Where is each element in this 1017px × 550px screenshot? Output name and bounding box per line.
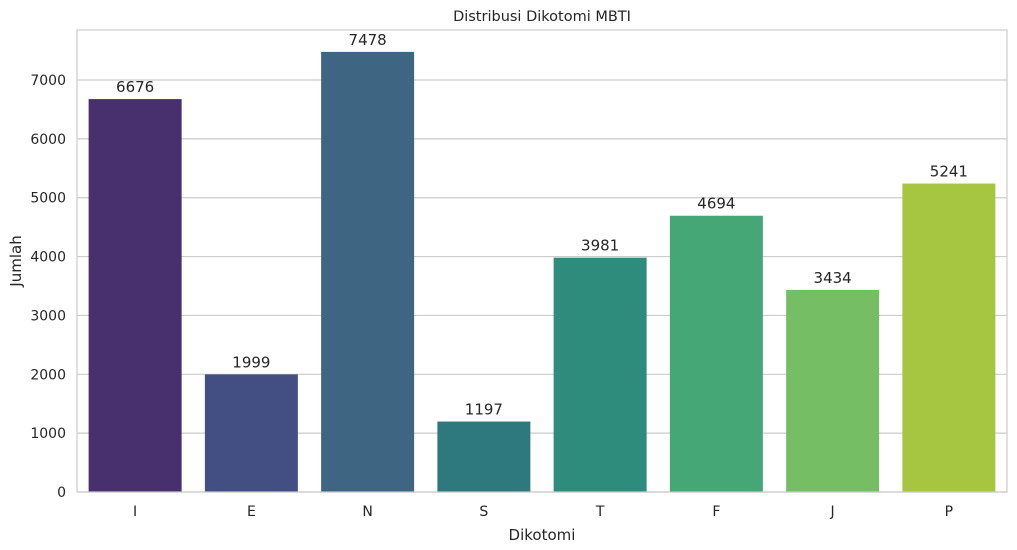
y-tick-labels: 0 1000 2000 3000 4000 5000 6000 7000: [30, 73, 66, 501]
bar-I: [88, 99, 182, 493]
y-axis-label: Jumlah: [7, 235, 25, 287]
x-axis-label: Dikotomi: [509, 526, 576, 544]
y-tick-label: 1000: [30, 426, 66, 442]
x-tick-label: P: [945, 504, 953, 520]
data-label: 4694: [697, 195, 735, 213]
x-tick-label: F: [712, 504, 720, 520]
y-tick-label: 5000: [30, 191, 66, 207]
data-label: 1999: [232, 353, 270, 371]
x-tick-label: S: [479, 504, 488, 520]
data-label: 3434: [814, 269, 852, 287]
y-tick-label: 0: [57, 485, 66, 501]
x-tick-label: J: [830, 504, 835, 520]
bar-J: [786, 289, 880, 492]
x-tick-label: E: [247, 504, 256, 520]
bar-F: [669, 215, 763, 493]
x-tick-label: T: [595, 504, 605, 520]
data-label: 5241: [930, 163, 968, 181]
y-tick-label: 2000: [30, 367, 66, 383]
data-labels: 6676 1999 7478 1197 3981 4694 3434 5241: [116, 31, 968, 419]
bars: [88, 51, 996, 493]
data-label: 3981: [581, 237, 619, 255]
bar-P: [902, 183, 996, 493]
bar-T: [553, 257, 647, 492]
y-tick-label: 7000: [30, 73, 66, 89]
y-tick-label: 6000: [30, 132, 66, 148]
y-tick-label: 3000: [30, 308, 66, 324]
x-tick-label: N: [362, 504, 372, 520]
chart-title: Distribusi Dikotomi MBTI: [453, 9, 631, 25]
data-label: 7478: [349, 31, 387, 49]
bar-E: [204, 374, 298, 492]
bar-S: [437, 421, 531, 492]
plot-frame: [76, 29, 1008, 493]
data-label: 6676: [116, 78, 154, 96]
bar-N: [321, 51, 415, 493]
y-tick-label: 4000: [30, 250, 66, 266]
data-label: 1197: [465, 401, 503, 419]
x-tick-label: I: [133, 504, 137, 520]
